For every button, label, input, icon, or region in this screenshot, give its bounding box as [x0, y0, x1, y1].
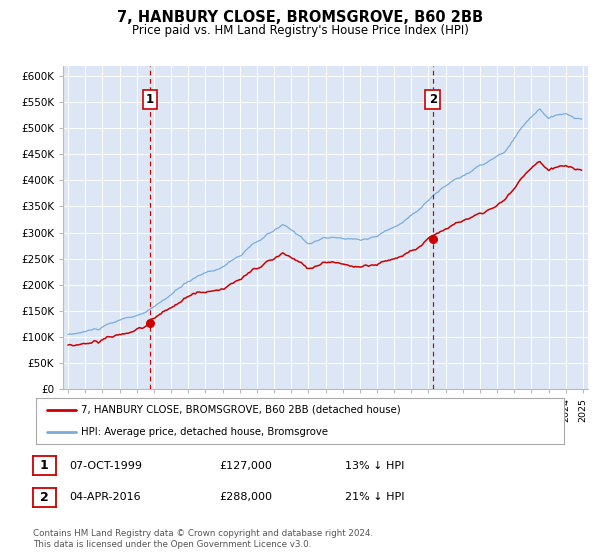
Text: 7, HANBURY CLOSE, BROMSGROVE, B60 2BB (detached house): 7, HANBURY CLOSE, BROMSGROVE, B60 2BB (d…	[81, 404, 401, 414]
Text: 1: 1	[40, 459, 49, 473]
Text: 21% ↓ HPI: 21% ↓ HPI	[345, 492, 404, 502]
Text: 13% ↓ HPI: 13% ↓ HPI	[345, 461, 404, 471]
Text: 7, HANBURY CLOSE, BROMSGROVE, B60 2BB: 7, HANBURY CLOSE, BROMSGROVE, B60 2BB	[117, 10, 483, 25]
Text: Price paid vs. HM Land Registry's House Price Index (HPI): Price paid vs. HM Land Registry's House …	[131, 24, 469, 36]
Text: 2: 2	[40, 491, 49, 504]
Text: Contains HM Land Registry data © Crown copyright and database right 2024.
This d: Contains HM Land Registry data © Crown c…	[33, 529, 373, 549]
Text: 07-OCT-1999: 07-OCT-1999	[69, 461, 142, 471]
Text: 04-APR-2016: 04-APR-2016	[69, 492, 140, 502]
Text: 1: 1	[146, 93, 154, 106]
Text: £127,000: £127,000	[219, 461, 272, 471]
Text: 2: 2	[428, 93, 437, 106]
Text: £288,000: £288,000	[219, 492, 272, 502]
Text: HPI: Average price, detached house, Bromsgrove: HPI: Average price, detached house, Brom…	[81, 427, 328, 437]
